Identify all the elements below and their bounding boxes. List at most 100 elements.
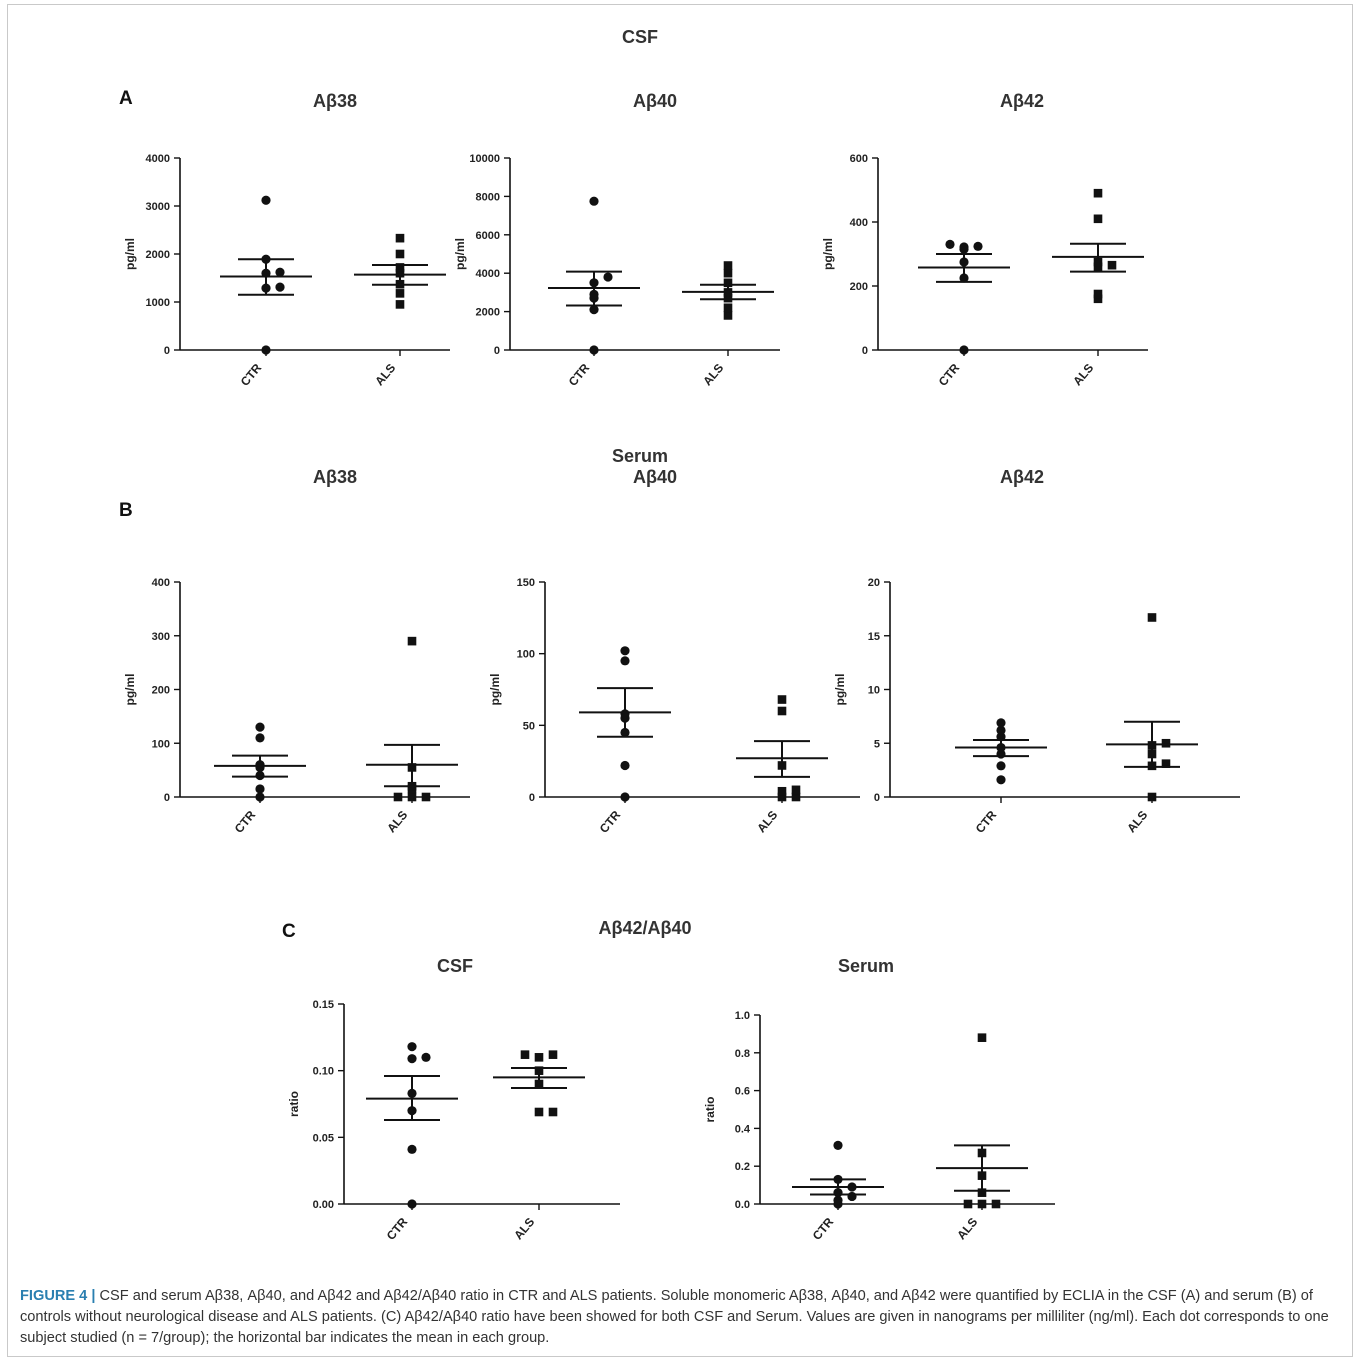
plot-title-ratio-serum: Serum	[837, 956, 895, 976]
plot1-ctr-point-2	[275, 282, 285, 292]
plot6-ctr-point-0	[996, 775, 1006, 785]
panel-label-b: B	[119, 500, 133, 521]
plot5-y-tick-label-2: 100	[517, 649, 535, 661]
plot2-y-tick-label-1: 2000	[476, 307, 500, 319]
plot2-ctr-point-1	[589, 305, 599, 315]
plot1-y-tick-label-2: 2000	[146, 249, 170, 261]
plot7-x-tick-label-als: ALS	[511, 1215, 537, 1242]
plot6-als-point-6	[1147, 613, 1157, 622]
plot5-y-tick-label-1: 50	[523, 720, 535, 732]
ratio-section-title: Aβ42/Aβ40	[598, 918, 692, 938]
plot-title-csf-ab38: Aβ38	[312, 91, 357, 111]
plot4-y-axis-label: pg/ml	[123, 674, 137, 706]
plot6-x-tick-label-als: ALS	[1124, 808, 1150, 835]
plot4-als-point-6	[407, 636, 417, 646]
plot4-als-point-1	[421, 792, 431, 802]
plot6-x-tick-label-ctr: CTR	[973, 808, 1000, 836]
plot5-als-point-5	[777, 706, 787, 716]
plot4-als-point-0	[407, 792, 417, 802]
plot6-y-tick-label-0: 0	[874, 792, 880, 804]
plot2-x-tick-label-als: ALS	[700, 361, 726, 388]
plot4-y-tick-label-0: 0	[164, 792, 170, 804]
plot-title-csf-ab40: Aβ40	[632, 91, 677, 111]
plot6-y-tick-label-1: 5	[874, 738, 880, 750]
plot2-als-point-0	[723, 311, 733, 320]
plot7-ctr-point-1	[407, 1144, 417, 1154]
plot5-als-point-2	[777, 786, 787, 796]
plot1-ctr-point-0	[261, 345, 271, 355]
plot8-als-point-1	[991, 1199, 1001, 1209]
plot2-y-tick-label-3: 6000	[476, 230, 500, 242]
plot1-y-tick-label-4: 4000	[146, 153, 170, 165]
plot7-ctr-point-5	[407, 1054, 417, 1064]
plot7-als-point-5	[548, 1050, 558, 1059]
plot7-als-point-1	[548, 1107, 558, 1117]
plot8-als-point-2	[963, 1199, 973, 1209]
plot5-x-tick-label-ctr: CTR	[597, 808, 624, 836]
plot8-ctr-point-6	[833, 1140, 843, 1151]
plot4-x-tick-label-als: ALS	[384, 808, 410, 835]
plot5-als-point-6	[777, 695, 787, 704]
plot7-x-tick-label-ctr: CTR	[384, 1215, 411, 1243]
plot6-y-tick-label-4: 20	[868, 577, 880, 589]
plot3-als-point-5	[1093, 214, 1103, 224]
plot3-als-point-3	[1107, 260, 1117, 270]
plot8-y-tick-label-4: 0.8	[735, 1048, 750, 1060]
plot7-ctr-point-6	[407, 1042, 417, 1052]
plot8-y-tick-label-2: 0.4	[735, 1123, 751, 1135]
plot8-x-tick-label-als: ALS	[954, 1215, 980, 1242]
plot2-als-point-1	[723, 303, 733, 313]
plot5-als-point-3	[791, 785, 801, 795]
plot5-ctr-point-6	[620, 646, 630, 656]
plot-title-csf-ab42: Aβ42	[999, 91, 1044, 111]
plot5-y-axis-label: pg/ml	[488, 674, 502, 706]
plot3-x-tick-label-als: ALS	[1070, 361, 1096, 388]
plot7-ctr-point-0	[407, 1199, 417, 1209]
plot5-x-tick-label-als: ALS	[754, 808, 780, 835]
plot8-y-tick-label-1: 0.2	[735, 1161, 750, 1173]
plot1-als-point-1	[395, 289, 405, 298]
plot3-y-tick-label-3: 600	[850, 153, 868, 165]
plot2-als-point-4	[723, 278, 733, 288]
caption-text: CSF and serum Aβ38, Aβ40, and Aβ42 and A…	[20, 1288, 1329, 1346]
plot2-y-axis-label: pg/ml	[453, 238, 467, 270]
plot2-als-point-5	[723, 268, 733, 278]
plot8-als-point-3	[977, 1188, 987, 1197]
plot6-als-point-5	[1161, 738, 1171, 748]
plot2-x-tick-label-ctr: CTR	[566, 361, 593, 389]
plot3-ctr-point-6	[945, 239, 955, 249]
plot4-y-tick-label-1: 100	[152, 738, 170, 750]
plot3-als-point-0	[1093, 294, 1103, 304]
plot3-als-point-1	[1093, 289, 1103, 299]
plot7-y-axis-label: ratio	[287, 1091, 301, 1117]
plot7-y-tick-label-1: 0.05	[313, 1132, 334, 1144]
plot2-y-tick-label-0: 0	[494, 345, 500, 357]
plot7-y-tick-label-3: 0.15	[313, 999, 334, 1011]
plot8-y-tick-label-0: 0.0	[735, 1199, 750, 1211]
plot2-als-point-6	[723, 261, 733, 270]
plot8-x-tick-label-ctr: CTR	[810, 1215, 837, 1243]
plot3-ctr-point-4	[959, 242, 969, 252]
plot8-y-tick-label-3: 0.6	[735, 1086, 750, 1098]
plot5-als-point-1	[791, 792, 801, 802]
plot4-y-tick-label-4: 400	[152, 577, 170, 589]
plot1-als-point-0	[395, 300, 405, 309]
plot5-y-tick-label-0: 0	[529, 792, 535, 804]
plot4-ctr-point-5	[255, 733, 265, 743]
plot2-y-tick-label-5: 10000	[469, 153, 500, 165]
plot-title-serum-ab38: Aβ38	[312, 467, 357, 487]
plot5-ctr-point-1	[620, 760, 630, 771]
plot4-y-tick-label-3: 300	[152, 631, 170, 643]
plot7-als-point-6	[520, 1050, 530, 1059]
panel-label-c: C	[282, 921, 296, 942]
plot8-y-tick-label-5: 1.0	[735, 1010, 750, 1022]
plot-title-serum-ab42: Aβ42	[999, 467, 1044, 487]
plot6-als-point-2	[1161, 759, 1171, 768]
plot7-als-point-4	[534, 1053, 544, 1062]
plot3-als-point-6	[1093, 188, 1103, 198]
plot3-y-tick-label-0: 0	[862, 345, 868, 357]
plot1-als-point-5	[395, 249, 405, 259]
plot3-y-tick-label-2: 400	[850, 217, 868, 229]
plot6-y-tick-label-2: 10	[868, 685, 880, 697]
